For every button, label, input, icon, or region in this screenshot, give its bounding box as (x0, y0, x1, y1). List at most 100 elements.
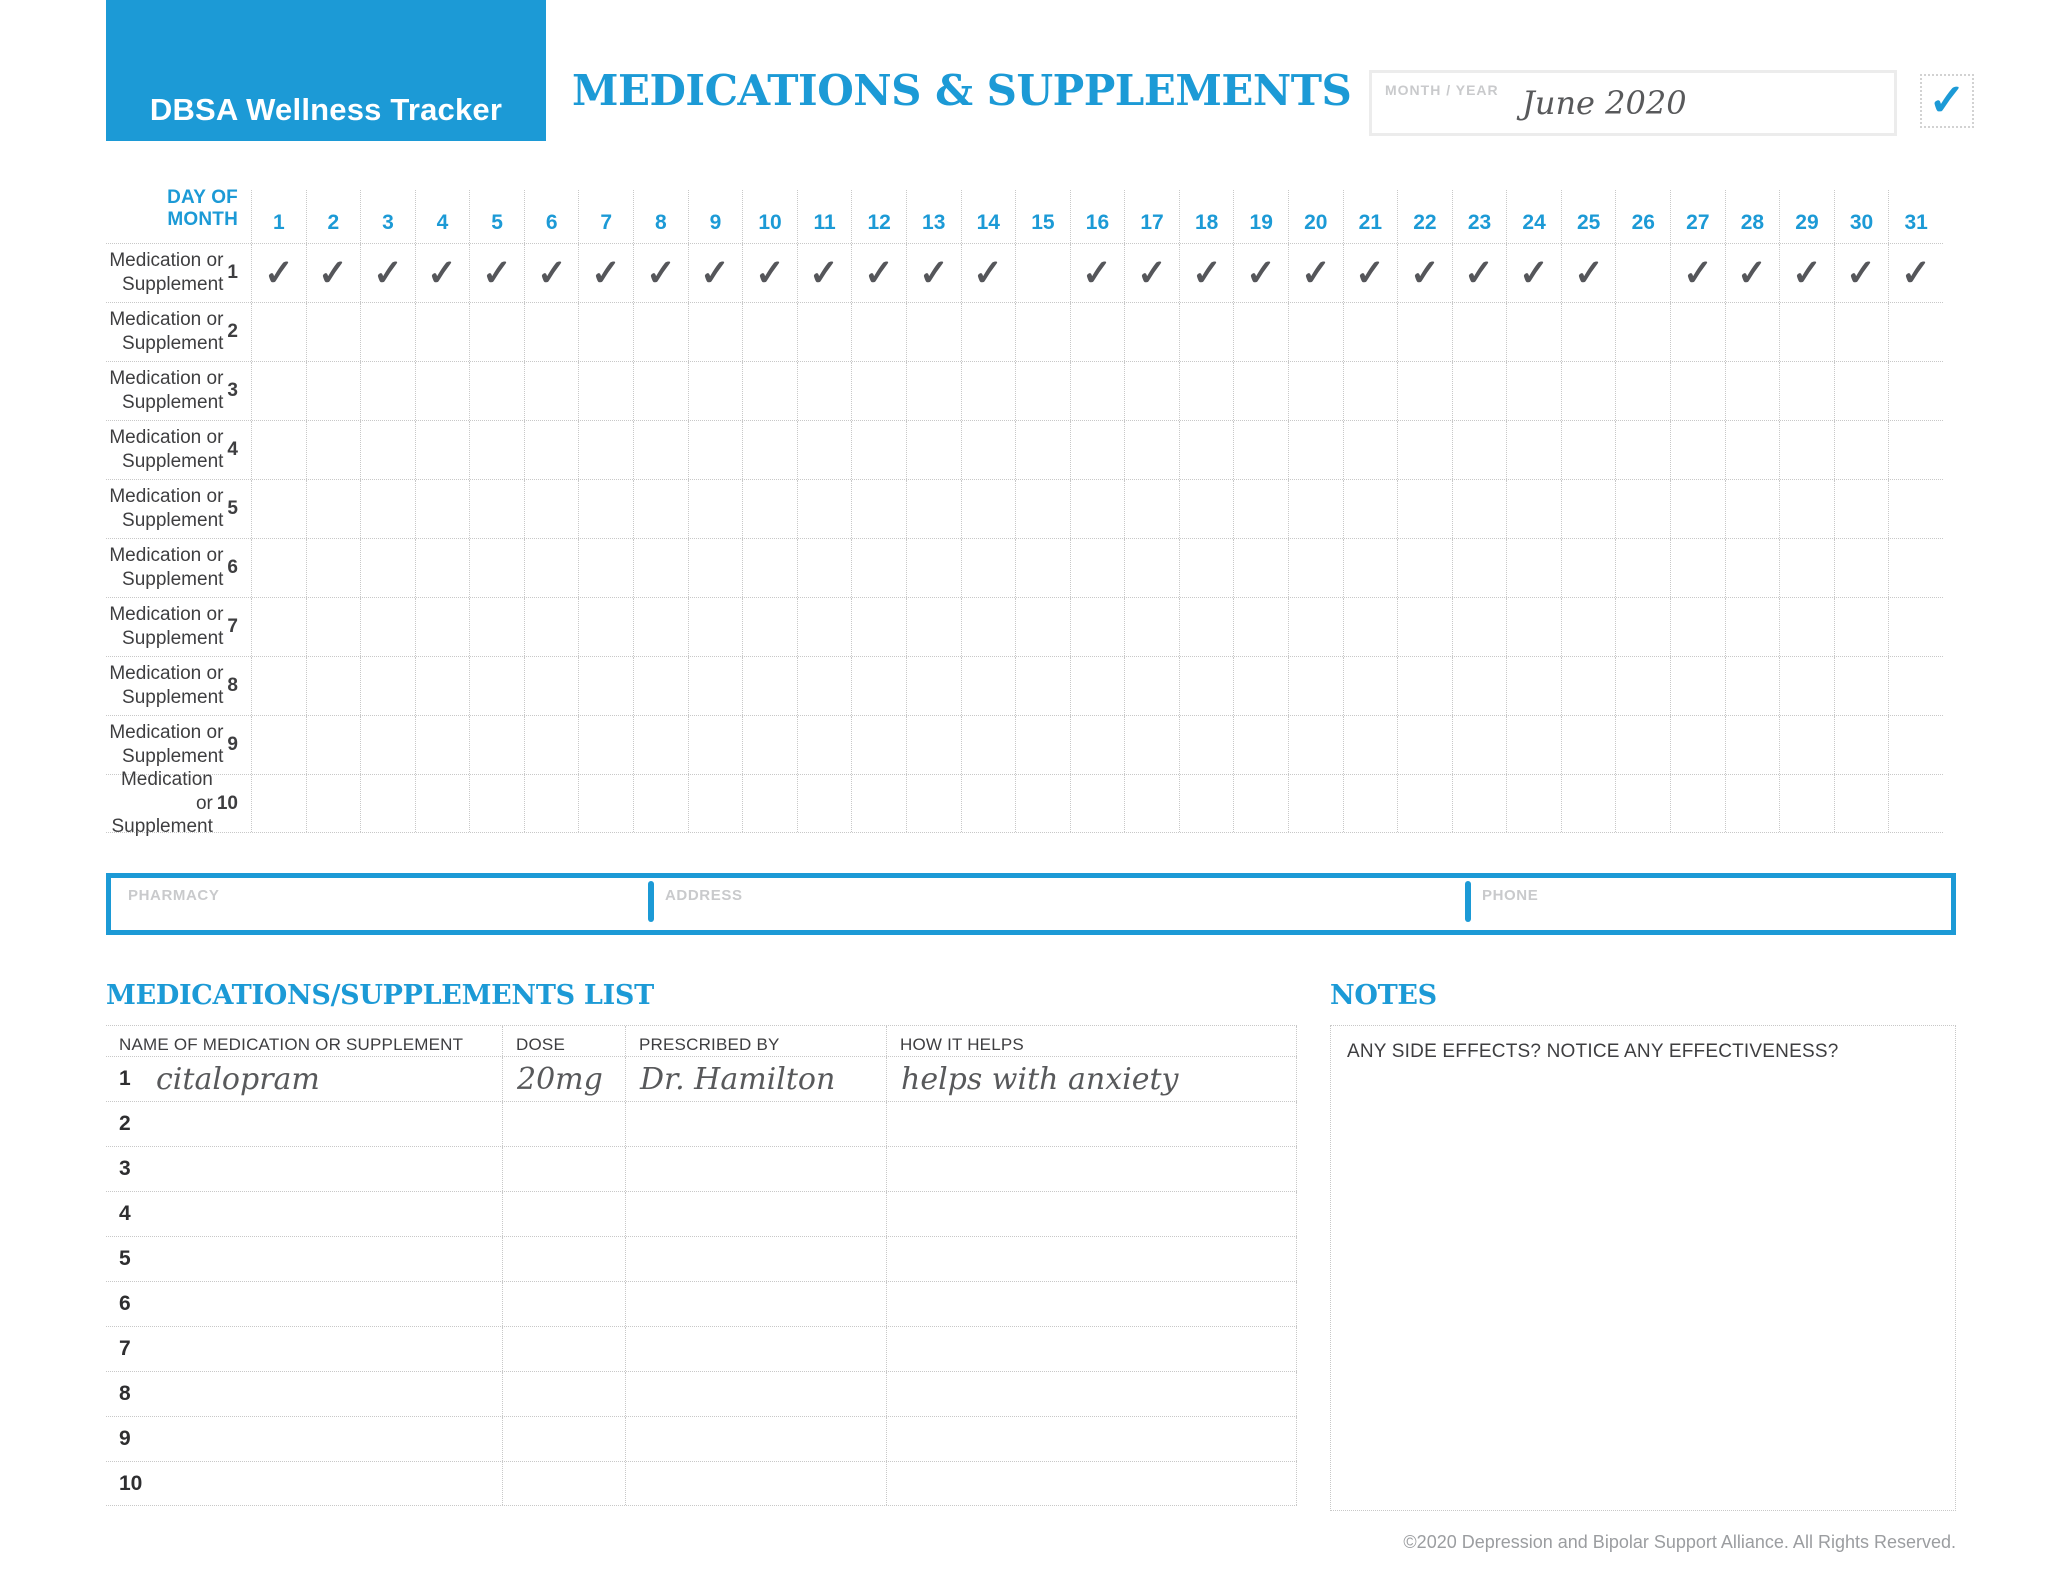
dose-cell-2[interactable] (502, 1102, 625, 1146)
check-cell-row3-day22[interactable] (1397, 362, 1452, 420)
check-cell-row7-day30[interactable] (1833, 598, 1889, 656)
check-cell-row3-day4[interactable] (414, 362, 470, 420)
check-cell-row5-day1[interactable] (251, 480, 306, 538)
check-cell-row2-day3[interactable] (360, 303, 415, 361)
check-cell-row3-day24[interactable] (1506, 362, 1561, 420)
check-cell-row7-day28[interactable] (1724, 598, 1780, 656)
check-cell-row3-day18[interactable] (1178, 362, 1234, 420)
check-cell-row6-day26[interactable] (1615, 539, 1670, 597)
check-cell-row2-day1[interactable] (251, 303, 306, 361)
month-year-value[interactable]: June 2020 (1522, 84, 1687, 122)
check-cell-row5-day24[interactable] (1506, 480, 1561, 538)
check-cell-row6-day14[interactable] (960, 539, 1016, 597)
check-cell-row8-day20[interactable] (1287, 657, 1343, 715)
check-cell-row8-day3[interactable] (360, 657, 415, 715)
check-cell-row7-day16[interactable] (1069, 598, 1125, 656)
check-cell-row4-day18[interactable] (1178, 421, 1234, 479)
check-cell-row4-day1[interactable] (251, 421, 306, 479)
check-cell-row10-day15[interactable] (1015, 775, 1070, 832)
check-cell-row3-day13[interactable] (905, 362, 961, 420)
check-cell-row1-day16[interactable]: ✓ (1069, 244, 1125, 302)
check-cell-row1-day9[interactable]: ✓ (687, 244, 743, 302)
med-name-cell-1[interactable]: 1 citalopram (106, 1057, 502, 1101)
check-cell-row9-day13[interactable] (905, 716, 961, 774)
check-cell-row3-day8[interactable] (633, 362, 688, 420)
check-cell-row5-day10[interactable] (742, 480, 797, 538)
check-cell-row9-day17[interactable] (1124, 716, 1179, 774)
check-cell-row10-day16[interactable] (1069, 775, 1125, 832)
pharmacy-field[interactable]: PHARMACY (111, 878, 648, 930)
check-cell-row7-day14[interactable] (960, 598, 1016, 656)
check-cell-row3-day9[interactable] (687, 362, 743, 420)
check-cell-row10-day8[interactable] (633, 775, 688, 832)
check-cell-row5-day4[interactable] (414, 480, 470, 538)
check-cell-row4-day4[interactable] (414, 421, 470, 479)
check-cell-row7-day25[interactable] (1560, 598, 1616, 656)
check-cell-row9-day24[interactable] (1506, 716, 1561, 774)
check-cell-row6-day10[interactable] (742, 539, 797, 597)
check-cell-row6-day21[interactable] (1342, 539, 1398, 597)
check-cell-row3-day3[interactable] (360, 362, 415, 420)
header-checkbox[interactable]: ✓ (1920, 74, 1974, 128)
check-cell-row3-day11[interactable] (796, 362, 852, 420)
dose-cell-4[interactable] (502, 1192, 625, 1236)
check-cell-row3-day29[interactable] (1779, 362, 1834, 420)
check-cell-row4-day17[interactable] (1124, 421, 1179, 479)
check-cell-row2-day6[interactable] (523, 303, 579, 361)
check-cell-row1-day28[interactable]: ✓ (1724, 244, 1780, 302)
check-cell-row2-day21[interactable] (1342, 303, 1398, 361)
check-cell-row5-day2[interactable] (305, 480, 361, 538)
check-cell-row2-day19[interactable] (1233, 303, 1288, 361)
check-cell-row4-day10[interactable] (742, 421, 797, 479)
check-cell-row2-day14[interactable] (960, 303, 1016, 361)
check-cell-row2-day5[interactable] (469, 303, 524, 361)
check-cell-row4-day2[interactable] (305, 421, 361, 479)
check-cell-row1-day29[interactable]: ✓ (1779, 244, 1834, 302)
phone-field[interactable]: PHONE (1465, 878, 1951, 930)
check-cell-row8-day10[interactable] (742, 657, 797, 715)
check-cell-row4-day26[interactable] (1615, 421, 1670, 479)
check-cell-row5-day27[interactable] (1670, 480, 1725, 538)
check-cell-row5-day20[interactable] (1287, 480, 1343, 538)
check-cell-row5-day3[interactable] (360, 480, 415, 538)
check-cell-row1-day10[interactable]: ✓ (742, 244, 797, 302)
check-cell-row10-day19[interactable] (1233, 775, 1288, 832)
check-cell-row1-day30[interactable]: ✓ (1833, 244, 1889, 302)
check-cell-row6-day7[interactable] (578, 539, 633, 597)
how-it-helps-cell-2[interactable] (886, 1102, 1297, 1146)
check-cell-row3-day27[interactable] (1670, 362, 1725, 420)
check-cell-row1-day6[interactable]: ✓ (523, 244, 579, 302)
check-cell-row10-day6[interactable] (523, 775, 579, 832)
check-cell-row1-day7[interactable]: ✓ (578, 244, 633, 302)
check-cell-row5-day12[interactable] (851, 480, 906, 538)
check-cell-row6-day31[interactable] (1888, 539, 1943, 597)
check-cell-row6-day5[interactable] (469, 539, 524, 597)
check-cell-row4-day29[interactable] (1779, 421, 1834, 479)
check-cell-row1-day4[interactable]: ✓ (414, 244, 470, 302)
check-cell-row1-day31[interactable]: ✓ (1888, 244, 1943, 302)
check-cell-row10-day3[interactable] (360, 775, 415, 832)
check-cell-row5-day18[interactable] (1178, 480, 1234, 538)
check-cell-row7-day20[interactable] (1287, 598, 1343, 656)
check-cell-row2-day25[interactable] (1560, 303, 1616, 361)
check-cell-row1-day12[interactable]: ✓ (851, 244, 906, 302)
check-cell-row10-day7[interactable] (578, 775, 633, 832)
check-cell-row3-day6[interactable] (523, 362, 579, 420)
check-cell-row7-day27[interactable] (1670, 598, 1725, 656)
check-cell-row4-day6[interactable] (523, 421, 579, 479)
check-cell-row3-day26[interactable] (1615, 362, 1670, 420)
check-cell-row4-day24[interactable] (1506, 421, 1561, 479)
check-cell-row2-day12[interactable] (851, 303, 906, 361)
med-name-cell-7[interactable]: 7 (106, 1327, 502, 1371)
check-cell-row7-day5[interactable] (469, 598, 524, 656)
notes-box[interactable]: ANY SIDE EFFECTS? NOTICE ANY EFFECTIVENE… (1330, 1025, 1956, 1511)
check-cell-row4-day25[interactable] (1560, 421, 1616, 479)
check-cell-row4-day16[interactable] (1069, 421, 1125, 479)
month-year-field[interactable]: MONTH / YEAR June 2020 (1369, 70, 1897, 136)
check-cell-row9-day27[interactable] (1670, 716, 1725, 774)
check-cell-row8-day31[interactable] (1888, 657, 1943, 715)
how-it-helps-cell-8[interactable] (886, 1372, 1297, 1416)
check-cell-row10-day20[interactable] (1287, 775, 1343, 832)
check-cell-row9-day19[interactable] (1233, 716, 1288, 774)
check-cell-row2-day4[interactable] (414, 303, 470, 361)
